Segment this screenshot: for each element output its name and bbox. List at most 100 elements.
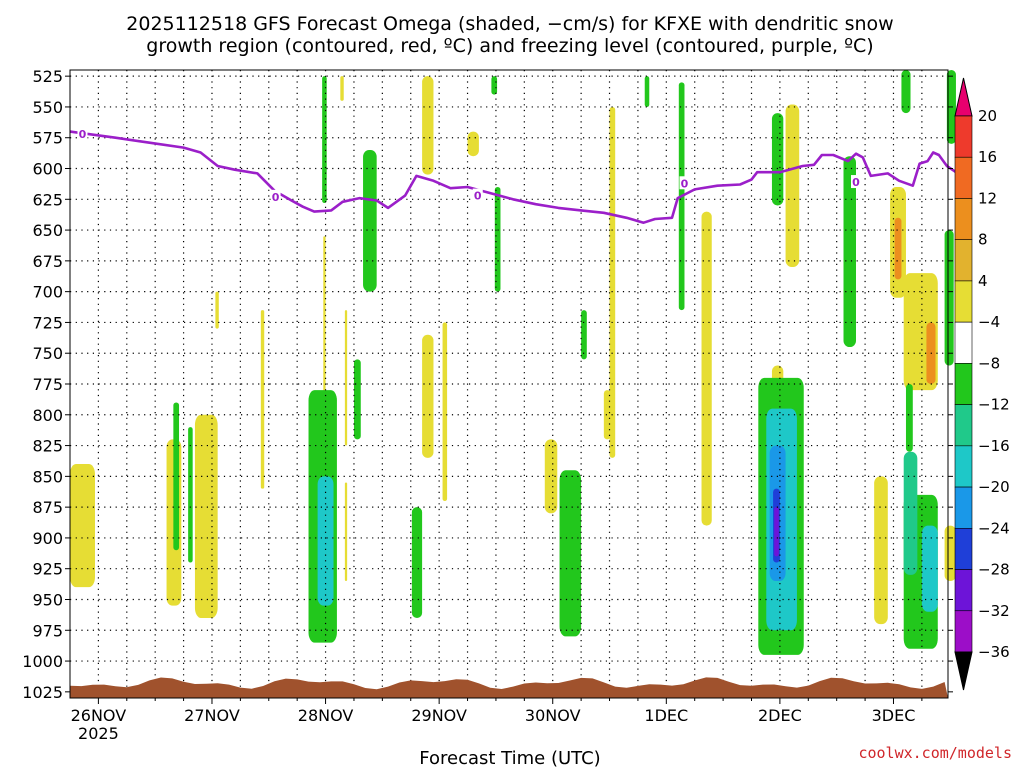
y-tick-label: 675 — [32, 252, 63, 271]
omega-region — [894, 217, 902, 280]
omega-region — [603, 390, 611, 440]
omega-region — [701, 211, 712, 526]
omega-region — [901, 70, 911, 114]
colorbar-tick-label: −20 — [978, 478, 1010, 496]
freezing-level-label: 0 — [852, 176, 860, 189]
y-tick-label: 600 — [32, 160, 63, 179]
omega-region — [491, 76, 498, 95]
y-tick-label: 925 — [32, 560, 63, 579]
y-tick-label: 825 — [32, 437, 63, 456]
colorbar-bin — [954, 198, 973, 240]
colorbar-bin — [954, 115, 973, 158]
colorbar-bin — [954, 280, 973, 323]
colorbar-bin — [954, 486, 973, 529]
x-tick-label: 28NOV — [298, 706, 354, 725]
omega-region — [609, 106, 616, 458]
omega-region — [467, 131, 479, 157]
y-tick-label: 625 — [32, 190, 63, 209]
credit-text: coolwx.com/models — [858, 744, 1012, 762]
colorbar-bin — [954, 363, 973, 405]
y-tick-label: 750 — [32, 344, 63, 363]
omega-region — [944, 230, 954, 366]
ground-surface — [70, 677, 948, 698]
colorbar-bin — [954, 404, 973, 447]
freezing-label-bg — [679, 176, 690, 190]
omega-region — [194, 414, 218, 618]
freezing-level-label: 0 — [474, 190, 482, 203]
freezing-level-line — [69, 130, 968, 224]
omega-region — [322, 76, 327, 203]
chart-title-line-2: growth region (contoured, red, ºC) and f… — [146, 35, 873, 57]
colorbar-tick-label: 8 — [978, 231, 988, 249]
colorbar-tick-label: 4 — [978, 272, 988, 290]
omega-region — [544, 439, 558, 514]
colorbar-bin — [954, 239, 973, 282]
omega-region — [173, 402, 180, 551]
omega-region — [70, 464, 95, 588]
omega-region — [771, 113, 784, 206]
colorbar-tick-label: −24 — [978, 519, 1010, 537]
omega-region — [944, 525, 956, 582]
colorbar-tick-label: −12 — [978, 396, 1010, 414]
x-tick-sublabel: 2025 — [78, 724, 119, 743]
omega-region — [843, 156, 856, 348]
colorbar-tick-label: −8 — [978, 354, 1000, 372]
omega-region — [644, 76, 650, 107]
x-tick-label: 2DEC — [758, 706, 802, 725]
colorbar-bin — [954, 569, 973, 612]
omega-region — [363, 150, 377, 292]
colorbar-bin — [954, 445, 973, 488]
colorbar-max-arrow — [954, 77, 973, 117]
freezing-level-label: 0 — [272, 191, 280, 204]
omega-region — [422, 76, 434, 175]
freezing-level-contour: 0 0 0 0 0 — [69, 127, 968, 224]
y-tick-label: 850 — [32, 467, 63, 486]
x-axis-label: Forecast Time (UTC) — [419, 748, 600, 768]
freezing-label-bg — [77, 127, 88, 141]
ground-fill — [70, 677, 948, 698]
omega-region — [774, 507, 779, 557]
omega-region — [874, 476, 888, 625]
y-tick-label: 650 — [32, 221, 63, 240]
colorbar-tick-label: 12 — [978, 189, 997, 207]
y-tick-label: 700 — [32, 283, 63, 302]
omega-region — [344, 310, 348, 446]
colorbar-bin — [954, 528, 973, 570]
freezing-label-bg — [270, 189, 281, 203]
omega-region — [340, 76, 344, 101]
y-tick-label: 550 — [32, 98, 63, 117]
colorbar-tick-label: −36 — [978, 643, 1010, 661]
y-tick-label: 1000 — [22, 652, 63, 671]
freezing-level-label: 0 — [79, 128, 87, 141]
y-tick-label: 900 — [32, 529, 63, 548]
colorbar-bin — [954, 156, 973, 199]
omega-region — [581, 310, 587, 360]
omega-region — [260, 310, 265, 489]
y-tick-label: 725 — [32, 313, 63, 332]
colorbar-bin — [954, 321, 973, 364]
colorbar-min-arrow — [954, 651, 973, 691]
omega-region — [344, 482, 348, 582]
x-tick-label: 27NOV — [184, 706, 240, 725]
y-tick-label: 800 — [32, 406, 63, 425]
y-tick-label: 950 — [32, 590, 63, 609]
omega-region — [188, 427, 193, 563]
freezing-label-bg — [850, 175, 861, 189]
omega-region — [317, 476, 334, 606]
colorbar-tick-label: −32 — [978, 602, 1010, 620]
omega-region — [559, 470, 582, 637]
chart-title-line-1: 2025112518 GFS Forecast Omega (shaded, −… — [126, 13, 893, 35]
omega-region — [903, 451, 918, 575]
freezing-level-label: 0 — [681, 177, 689, 190]
omega-region — [785, 104, 800, 268]
omega-region — [422, 334, 434, 458]
y-tick-label: 575 — [32, 129, 63, 148]
x-tick-label: 26NOV — [71, 706, 127, 725]
colorbar-tick-label: −4 — [978, 313, 1000, 331]
y-tick-label: 775 — [32, 375, 63, 394]
y-tick-label: 525 — [32, 67, 63, 86]
omega-region — [905, 384, 913, 452]
